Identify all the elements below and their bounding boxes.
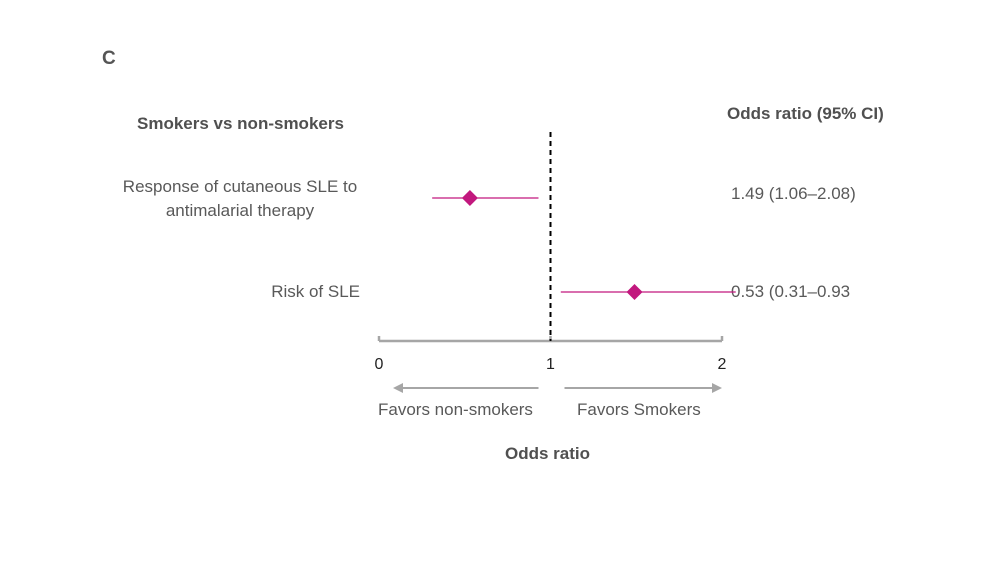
favors-right-label: Favors Smokers — [577, 400, 701, 419]
row-odds-ratio-value: 1.49 (1.06–2.08) — [731, 184, 856, 203]
row-odds-ratio-value: 0.53 (0.31–0.93 — [731, 282, 851, 301]
point-estimate-marker — [626, 284, 643, 300]
x-axis-title: Odds ratio — [505, 444, 591, 463]
favors-right-arrowhead — [712, 383, 722, 393]
row-label: Response of cutaneous SLE to antimalaria… — [122, 177, 358, 220]
row-label: Risk of SLE — [271, 282, 360, 301]
point-estimate-marker — [461, 190, 478, 206]
x-tick-label: 1 — [546, 356, 555, 373]
x-tick-label: 2 — [717, 356, 727, 373]
favors-left-arrowhead — [393, 383, 403, 393]
panel-label: C — [102, 48, 116, 69]
right-column-heading: Odds ratio (95% CI) — [727, 104, 884, 123]
left-column-heading: Smokers vs non-smokers — [137, 114, 344, 133]
x-tick-label: 0 — [374, 356, 384, 373]
favors-left-label: Favors non-smokers — [378, 400, 533, 419]
